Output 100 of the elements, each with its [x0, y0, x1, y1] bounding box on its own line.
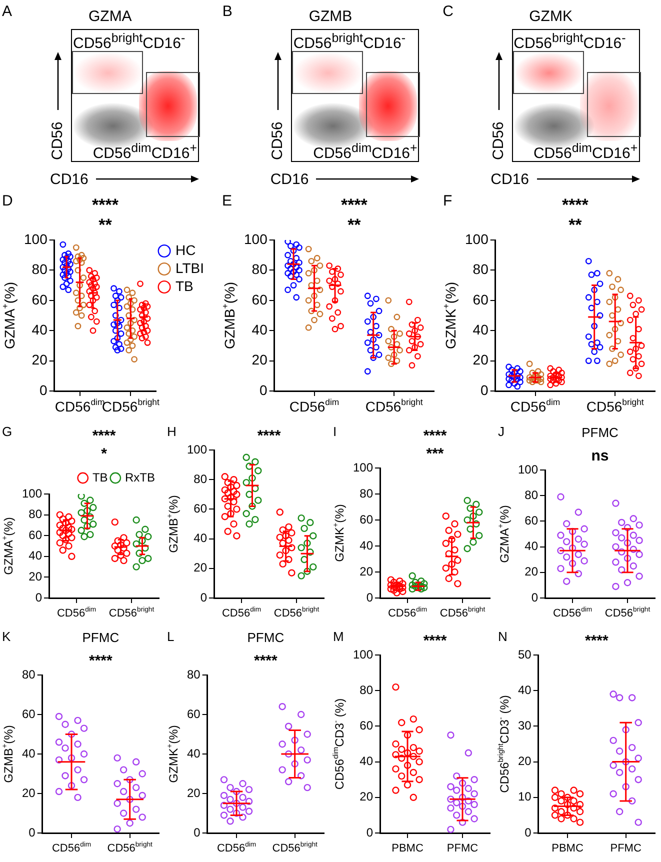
text: **** [254, 652, 278, 670]
y-tick-label: 0 [35, 590, 42, 604]
y-tick-label: 60 [359, 512, 373, 526]
text: CD56$^{dim}$CD16$^{+}$ [313, 141, 418, 162]
y-tick-label: 20 [252, 352, 268, 368]
y-tick-label: 0 [194, 825, 201, 840]
text: CD56$^{dim}$CD16$^{+}$ [92, 141, 197, 162]
text: **** [92, 428, 116, 445]
text: CD56 [49, 122, 66, 160]
y-tick-label: 20 [194, 560, 208, 575]
text: H [167, 424, 177, 439]
y-tick-label: 20 [359, 564, 373, 578]
y-tick-label: 30 [518, 718, 532, 733]
y-tick-label: 100 [22, 486, 42, 500]
y-tick-label: 80 [472, 261, 488, 278]
text: GZMB [308, 8, 352, 25]
y-tick-label: 20 [524, 564, 538, 579]
y-tick-label: 80 [22, 667, 36, 682]
y-tick-label: 60 [187, 706, 201, 721]
y-tick-label: 0 [28, 825, 36, 840]
legend-label: RxTB [125, 470, 155, 484]
x-tick-label: PFMC [446, 842, 478, 855]
text: **** [422, 428, 446, 445]
y-tick-label: 60 [32, 291, 48, 308]
y-tick-label: 40 [524, 539, 538, 554]
text: G [2, 424, 12, 439]
y-tick-label: 20 [359, 790, 373, 804]
y-tick-label: 0 [260, 382, 268, 398]
y-tick-label: 100 [518, 462, 538, 476]
y-tick-label: 100 [464, 230, 488, 247]
text: ** [98, 215, 112, 234]
y-tick-label: 40 [194, 531, 208, 546]
text: N [498, 628, 508, 644]
y-tick-label: 80 [28, 507, 42, 522]
y-tick-label: 20 [518, 754, 532, 768]
y-tick-label: 60 [194, 502, 208, 516]
x-tick-label: PBMC [551, 842, 584, 855]
text: D [2, 192, 13, 210]
y-tick-label: 100 [352, 647, 373, 662]
y-tick-label: 10 [518, 790, 532, 804]
y-tick-label: 0 [366, 590, 373, 604]
text: CD56$^{bright}$CD16$^{-}$ [514, 31, 626, 52]
y-tick-label: 20 [22, 786, 36, 800]
text: **** [341, 195, 368, 214]
text: ns [591, 448, 609, 465]
text: GZMK [529, 8, 572, 25]
text: **** [584, 632, 608, 650]
legend-label: LTBI [175, 260, 204, 276]
y-tick-label: 80 [32, 261, 48, 278]
y-tick-label: 80 [524, 488, 538, 502]
y-tick-label: 60 [524, 514, 538, 528]
legend-label: TB [92, 470, 108, 484]
text: CD56$^{dim}$CD16$^{+}$ [533, 141, 638, 162]
y-tick-label: 60 [22, 706, 36, 721]
y-tick-label: 40 [28, 548, 42, 563]
chart-title: PFMC [248, 630, 284, 645]
y-tick-label: 40 [359, 538, 373, 552]
text: L [167, 628, 174, 644]
y-axis-title: GZMK+(%) [440, 282, 458, 350]
y-tick-label: 40 [359, 754, 373, 768]
x-tick-label: PFMC [610, 842, 642, 855]
y-tick-label: 80 [194, 472, 208, 486]
text: E [222, 192, 232, 210]
y-tick-label: 80 [252, 261, 268, 278]
x-tick-label: PBMC [391, 842, 423, 855]
legend-label: HC [175, 242, 196, 258]
y-tick-label: 40 [22, 746, 36, 760]
y-tick-label: 0 [524, 825, 532, 840]
y-tick-label: 100 [244, 230, 268, 247]
text: **** [258, 428, 282, 445]
y-tick-label: 40 [518, 682, 532, 697]
y-tick-label: 80 [187, 667, 201, 682]
text: F [442, 192, 452, 210]
y-tick-label: 80 [359, 682, 373, 697]
text: CD56$^{bright}$CD16$^{-}$ [73, 31, 186, 52]
y-axis-title: GZMB+(%) [220, 282, 238, 350]
y-tick-label: 80 [359, 486, 373, 500]
y-tick-label: 40 [32, 321, 48, 338]
text: * [101, 446, 108, 463]
text: CD56 [269, 122, 286, 160]
y-tick-label: 40 [472, 321, 488, 338]
text: I [332, 424, 336, 439]
y-tick-label: 60 [472, 291, 488, 308]
y-tick-label: 20 [187, 786, 201, 800]
y-tick-label: 100 [24, 230, 48, 247]
text: CD16 [490, 171, 530, 188]
text: **** [422, 632, 446, 650]
text: CD16 [50, 171, 88, 188]
y-tick-label: 0 [366, 825, 373, 840]
chart-title: PFMC [581, 424, 618, 440]
text: K [2, 628, 11, 644]
y-tick-label: 20 [32, 352, 48, 368]
y-tick-label: 0 [480, 382, 488, 398]
y-tick-label: 0 [40, 382, 48, 398]
text: ** [348, 215, 362, 234]
text: J [498, 424, 504, 439]
text: C [442, 3, 454, 20]
legend-label: TB [175, 278, 194, 294]
y-tick-label: 40 [187, 746, 201, 760]
y-tick-label: 60 [359, 718, 373, 733]
